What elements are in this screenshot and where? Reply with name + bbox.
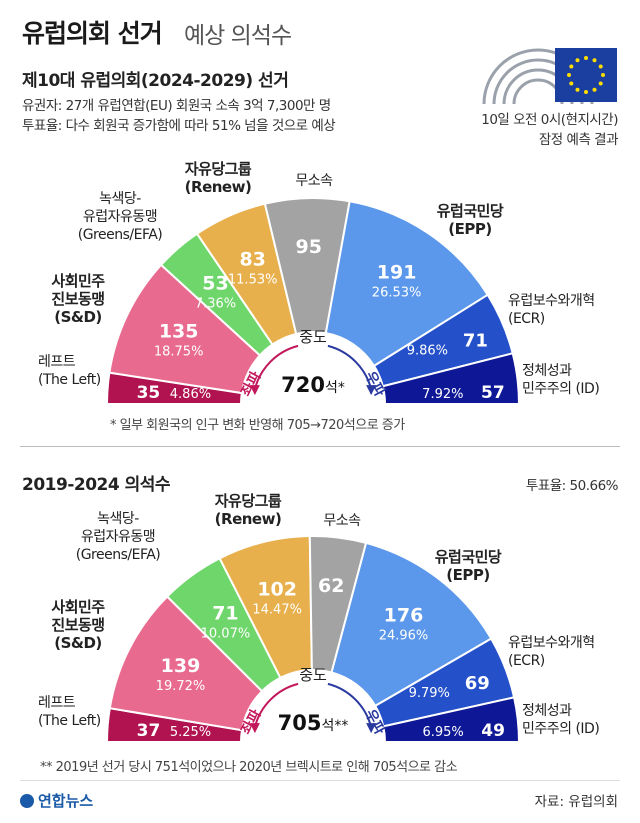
slice-epp <box>324 200 490 368</box>
value-label: 53 <box>202 272 228 294</box>
section1-note: * 일부 회원국의 인구 변화 반영해 705→720석으로 증가 <box>110 418 405 433</box>
footer-divider <box>20 780 620 781</box>
value-label: 49 <box>481 721 505 741</box>
value-label: 191 <box>377 262 417 284</box>
value-label: 35 <box>137 383 161 403</box>
eu-star-icon <box>598 81 603 86</box>
yonhap-logo: 연합뉴스 <box>20 790 93 811</box>
eu-star-icon <box>592 87 597 92</box>
section2-title: 2019-2024 의석수 <box>22 475 171 495</box>
time-note-line2: 잠정 예측 결과 <box>538 132 619 148</box>
section1-title: 제10대 유럽의회(2024-2029) 선거 <box>22 71 289 91</box>
percent-label: 9.79% <box>409 686 450 701</box>
time-note-line1: 10일 오전 0시(현지시간) <box>481 112 618 128</box>
label-greens-2: 녹색당- 유럽자유동맹 (Greens/EFA) <box>75 511 161 563</box>
value-label: 139 <box>161 655 201 677</box>
percent-label: 6.95% <box>422 725 463 740</box>
slice-id <box>381 352 521 405</box>
left-arrow-icon <box>249 385 260 396</box>
page-title: 유럽의회 선거 <box>22 19 163 48</box>
label-ecr-2: 유럽보수와개혁 (ECR) <box>508 635 595 669</box>
value-label: 57 <box>481 383 505 403</box>
total-seats: 720석* <box>281 373 345 397</box>
percent-label: 7.92% <box>422 387 463 402</box>
label-sd-2: 사회민주 진보동맹 (S&D) <box>51 598 105 652</box>
percent-label: 10.07% <box>201 626 251 641</box>
value-label: 135 <box>159 321 199 343</box>
percent-label: 14.47% <box>252 602 302 617</box>
label-greens-1: 녹색당- 유럽자유동맹 (Greens/EFA) <box>77 191 163 243</box>
eu-star-icon <box>598 64 603 69</box>
eu-star-icon <box>569 64 574 69</box>
section2-turnout: 투표율: 50.66% <box>525 478 619 494</box>
label-id-2: 정체성과 민주주의 (ID) <box>522 703 600 737</box>
yonhap-logo-icon <box>20 794 34 808</box>
center-label: 중도 <box>299 666 327 684</box>
eu-star-icon <box>569 81 574 86</box>
slice-id <box>382 696 521 743</box>
label-ecr-1: 유럽보수와개혁 (ECR) <box>508 293 595 327</box>
chart-2: 37 5.25% 139 19.72% 71 10.07% 102 14.47% 62 176 24… <box>105 535 521 743</box>
eu-star-icon <box>575 87 580 92</box>
eu-star-icon <box>601 73 605 77</box>
percent-label: 18.75% <box>154 345 204 360</box>
label-renew-2: 자유당그룹 (Renew) <box>214 492 282 528</box>
slice-epp <box>330 541 493 708</box>
section1-electorate: 유권자: 27개 유럽연합(EU) 회원국 소속 3억 7,300만 명 <box>22 98 331 114</box>
center-label: 중도 <box>299 328 327 346</box>
value-label: 83 <box>239 249 265 271</box>
percent-label: 5.25% <box>170 725 211 740</box>
slice-sd <box>108 263 262 395</box>
value-label: 102 <box>257 578 297 600</box>
label-renew-1: 자유당그룹 (Renew) <box>184 160 252 196</box>
eu-star-icon <box>575 58 580 63</box>
section2-note: ** 2019년 선거 당시 751석이었으나 2020년 브렉시트로 인해 7… <box>40 760 458 775</box>
value-label: 71 <box>212 602 238 624</box>
chart-1: 35 4.86% 135 18.75% 53 7.36% 83 11.53% 95 191 26.5… <box>105 197 521 405</box>
eu-star-icon <box>584 56 588 60</box>
source-credit: 자료: 유럽의회 <box>534 794 618 810</box>
eu-star-icon <box>592 58 597 63</box>
label-epp-2: 유럽국민당 (EPP) <box>434 548 502 584</box>
value-label: 62 <box>318 575 344 597</box>
percent-label: 9.86% <box>407 343 448 358</box>
left-arrow-arc <box>253 344 299 390</box>
left-arrow-icon <box>249 723 260 734</box>
percent-label: 24.96% <box>379 629 429 644</box>
right-arrow-arc <box>327 682 373 728</box>
label-epp-1: 유럽국민당 (EPP) <box>436 202 504 238</box>
right-arrow-arc <box>327 344 373 390</box>
total-seats: 705석** <box>278 711 349 735</box>
section-divider <box>20 446 620 447</box>
left-arrow-arc <box>253 682 299 728</box>
label-sd-1: 사회민주 진보동맹 (S&D) <box>51 272 105 326</box>
value-label: 176 <box>384 605 424 627</box>
percent-label: 26.53% <box>372 286 422 301</box>
label-ni-2: 무소속 <box>323 513 361 529</box>
label-ni-1: 무소속 <box>295 173 333 189</box>
right-arrow-icon <box>366 385 377 396</box>
value-label: 37 <box>137 721 161 741</box>
label-left-2: 레프트 (The Left) <box>38 695 101 729</box>
right-arrow-icon <box>366 723 377 734</box>
percent-label: 11.53% <box>228 273 278 288</box>
time-note: 10일 오전 0시(현지시간) 잠정 예측 결과 <box>481 110 618 150</box>
percent-label: 4.86% <box>170 387 211 402</box>
eu-star-icon <box>567 73 571 77</box>
label-id-1: 정체성과 민주주의 (ID) <box>522 363 600 397</box>
page-subtitle: 예상 의석수 <box>184 23 292 49</box>
percent-label: 7.36% <box>195 296 236 311</box>
percent-label: 19.72% <box>156 679 206 694</box>
section1-turnout: 투표율: 다수 회원국 증가함에 따라 51% 넘을 것으로 예상 <box>22 118 336 134</box>
value-label: 71 <box>463 330 488 351</box>
value-label: 95 <box>296 236 322 258</box>
label-left-1: 레프트 (The Left) <box>38 354 101 388</box>
eu-star-icon <box>584 90 588 94</box>
value-label: 69 <box>465 673 490 694</box>
